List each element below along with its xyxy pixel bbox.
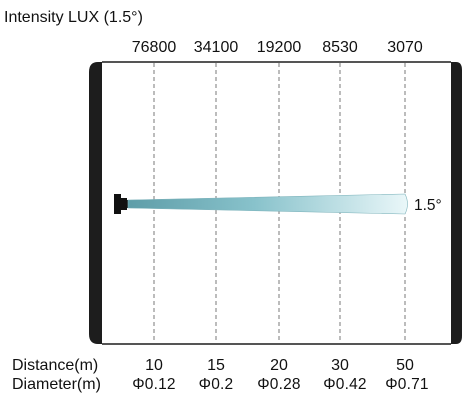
light-beam (127, 193, 408, 215)
panel-left-border (89, 62, 102, 344)
intensity-value-34100: 34100 (194, 39, 239, 56)
panel-right-border (451, 62, 462, 344)
distance-value-50: 50 (396, 357, 414, 374)
intensity-value-8530: 8530 (322, 39, 358, 56)
intensity-value-76800: 76800 (132, 39, 177, 56)
diameter-label: Diameter(m) (12, 376, 101, 393)
distance-label: Distance(m) (12, 357, 98, 374)
diameter-value-0-28: Φ0.28 (257, 376, 301, 393)
diameter-value-0-42: Φ0.42 (323, 376, 367, 393)
lamp-icon (114, 194, 128, 214)
distance-value-30: 30 (331, 357, 349, 374)
beam-angle-label: 1.5° (414, 197, 442, 214)
intensity-title: Intensity LUX (1.5°) (4, 9, 143, 26)
distance-value-10: 10 (145, 357, 163, 374)
intensity-value-3070: 3070 (387, 39, 423, 56)
distance-value-20: 20 (270, 357, 288, 374)
intensity-value-19200: 19200 (257, 39, 302, 56)
distance-value-15: 15 (207, 357, 225, 374)
diameter-value-0-2: Φ0.2 (199, 376, 234, 393)
diameter-value-0-12: Φ0.12 (132, 376, 176, 393)
diameter-value-0-71: Φ0.71 (385, 376, 429, 393)
